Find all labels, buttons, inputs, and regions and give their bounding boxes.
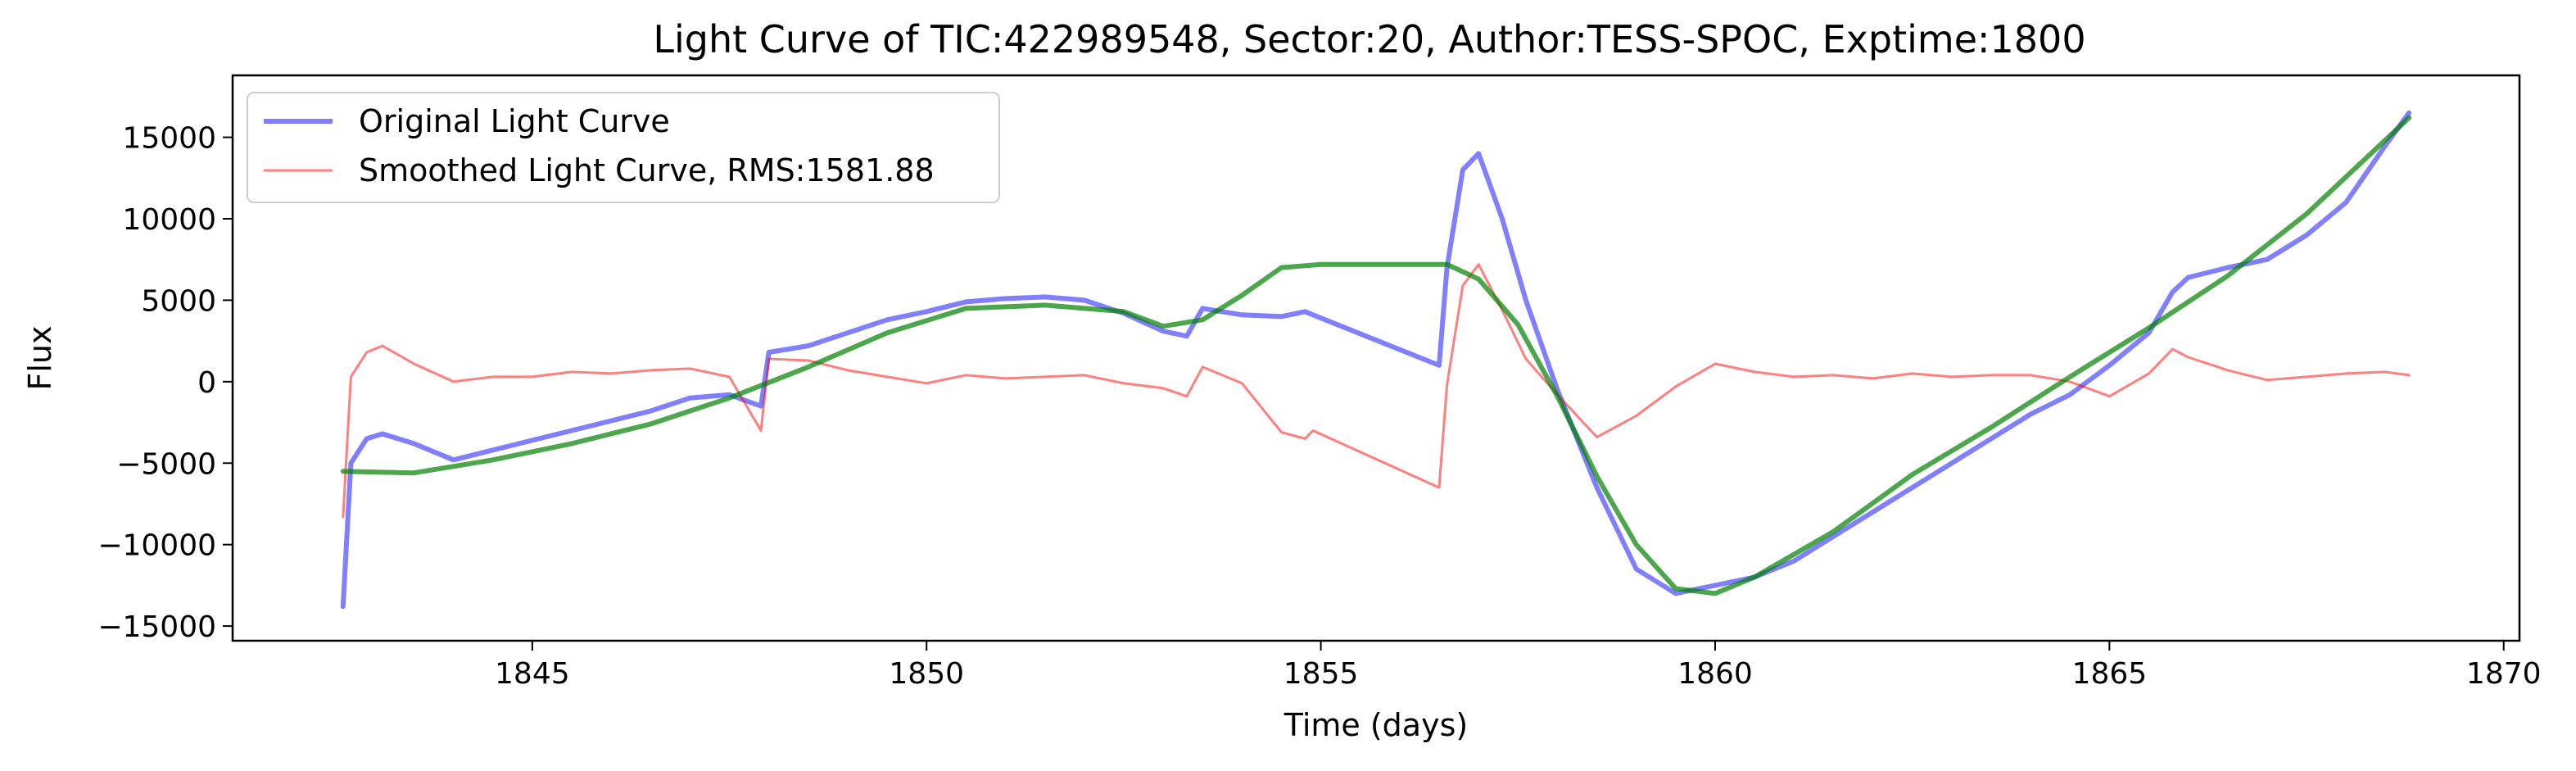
- series-line-original: [340, 110, 2412, 610]
- y-tick-label: 0: [197, 366, 216, 400]
- y-tick-label: 15000: [122, 122, 216, 156]
- x-tick-label: 1850: [889, 657, 964, 691]
- x-tick-label: 1870: [2466, 657, 2542, 691]
- y-tick-label: −10000: [97, 529, 216, 563]
- series-line-smoothed: [342, 263, 2411, 519]
- y-tick-label: −5000: [116, 447, 216, 481]
- legend-label-smoothed: Smoothed Light Curve, RMS:1581.88: [359, 152, 935, 188]
- x-axis-ticks: 1845 1850 1855 1860 1865 1870: [495, 641, 2542, 691]
- y-tick-label: −15000: [97, 610, 216, 644]
- plot-area: 1845 1850 1855 1860 1865 1870 −15000 −10000 −50…: [97, 74, 2542, 691]
- axes-frame: [231, 74, 2521, 642]
- y-axis-ticks: −15000 −10000 −5000 0 5000 10000 15000: [97, 122, 233, 644]
- y-tick-label: 5000: [141, 284, 216, 318]
- legend-box: [247, 92, 1000, 203]
- y-tick-label: 10000: [122, 203, 216, 237]
- legend: Original Light Curve Smoothed Light Curv…: [247, 92, 1000, 203]
- x-tick-label: 1845: [495, 657, 570, 691]
- x-axis-label: Time (days): [1283, 707, 1468, 743]
- chart-title: Light Curve of TIC:422989548, Sector:20,…: [653, 17, 2085, 61]
- legend-label-original: Original Light Curve: [359, 103, 670, 139]
- x-tick-label: 1865: [2072, 657, 2148, 691]
- y-axis-label: Flux: [22, 326, 58, 391]
- x-tick-label: 1860: [1677, 657, 1753, 691]
- x-tick-label: 1855: [1283, 657, 1359, 691]
- series-layer: [340, 110, 2412, 610]
- series-line-trend: [340, 115, 2412, 596]
